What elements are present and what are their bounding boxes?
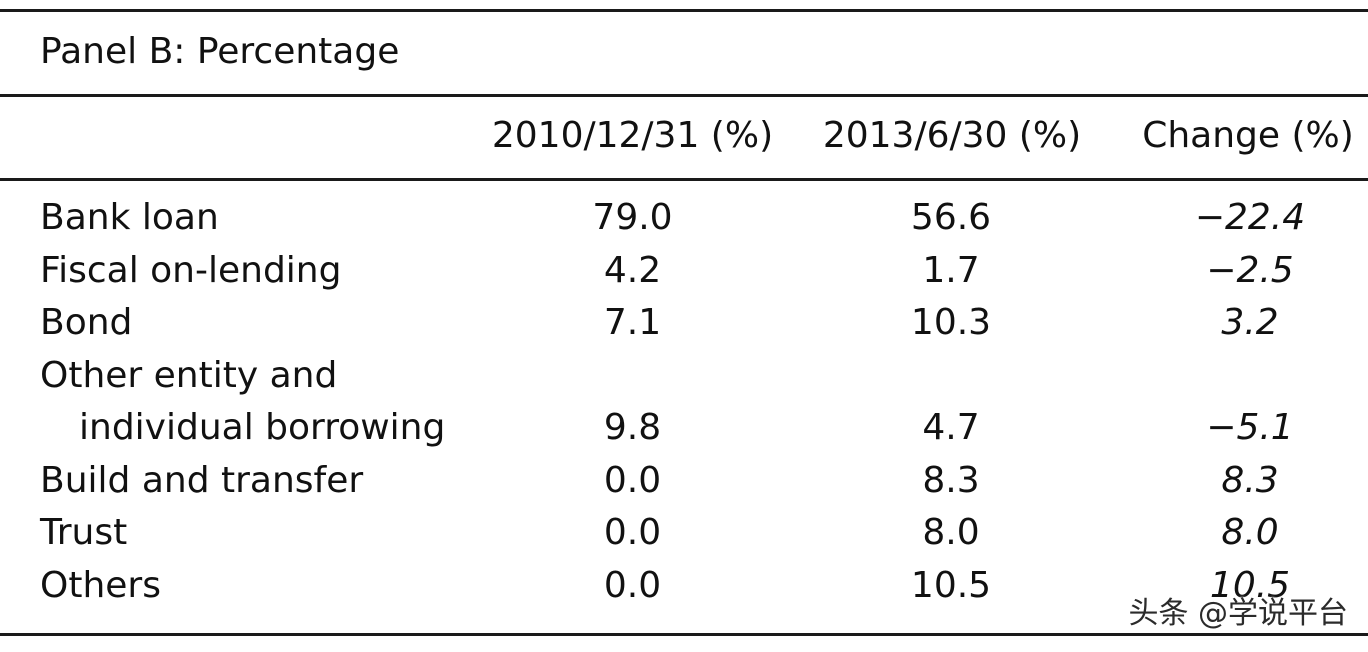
- table-row: Fiscal on-lending 4.2 1.7 −2.5: [0, 245, 1368, 298]
- value-2013: 10.5: [910, 564, 992, 606]
- table-row: Build and transfer 0.0 8.3 8.3: [0, 455, 1368, 508]
- column-header-change: Change (%): [1142, 115, 1354, 156]
- value-2010: 0.0: [603, 512, 662, 553]
- row-label: Other entity and: [40, 354, 338, 396]
- header-top-rule: [0, 94, 1368, 97]
- table-row: Bank loan 79.0 56.6 −22.4: [0, 192, 1368, 245]
- table-header: 2010/12/31 (%) 2013/6/30 (%) Change (%): [0, 110, 1368, 162]
- value-2013: 8.3: [922, 459, 980, 501]
- value-change: −5.1: [1206, 407, 1294, 448]
- value-change: 8.0: [1221, 512, 1279, 553]
- row-label: Trust: [40, 512, 128, 553]
- value-2013: 10.3: [910, 302, 992, 343]
- panel-title: Panel B: Percentage: [40, 31, 400, 72]
- value-2010: 7.1: [603, 302, 662, 343]
- value-2013: 56.6: [910, 197, 992, 238]
- value-2013: 1.7: [922, 249, 980, 291]
- row-label: Bank loan: [40, 197, 219, 238]
- value-2010: 4.2: [603, 249, 662, 291]
- value-change: 8.3: [1221, 459, 1279, 501]
- row-label: Others: [40, 564, 161, 606]
- value-2010: 0.0: [603, 459, 662, 501]
- table-row: individual borrowing 9.8 4.7 −5.1: [0, 402, 1368, 455]
- table-row: Bond 7.1 10.3 3.2: [0, 297, 1368, 350]
- top-rule: [0, 9, 1368, 12]
- row-label: Bond: [40, 302, 133, 343]
- value-2010: 79.0: [592, 197, 673, 238]
- column-header-2010: 2010/12/31 (%): [491, 115, 774, 156]
- watermark-text: 头条 @学说平台: [1128, 596, 1348, 631]
- table-body: Bank loan 79.0 56.6 −22.4 Fiscal on-lend…: [0, 192, 1368, 612]
- bottom-rule: [0, 633, 1368, 636]
- table-row: Trust 0.0 8.0 8.0: [0, 507, 1368, 560]
- header-bottom-rule: [0, 178, 1368, 181]
- value-change: −2.5: [1206, 249, 1294, 291]
- value-change: −22.4: [1194, 197, 1306, 238]
- value-change: 3.2: [1221, 302, 1279, 343]
- value-2013: 4.7: [922, 407, 980, 448]
- value-change: 10.5: [1209, 564, 1291, 606]
- column-header-2013: 2013/6/30 (%): [822, 115, 1082, 156]
- row-label: individual borrowing: [79, 407, 446, 448]
- value-2013: 8.0: [922, 512, 980, 553]
- row-label: Fiscal on-lending: [40, 249, 342, 291]
- value-2010: 9.8: [603, 407, 662, 448]
- value-2010: 0.0: [603, 564, 662, 606]
- table-row: Other entity and: [0, 350, 1368, 403]
- table-row: Others 0.0 10.5 10.5: [0, 560, 1368, 613]
- row-label: Build and transfer: [40, 459, 364, 501]
